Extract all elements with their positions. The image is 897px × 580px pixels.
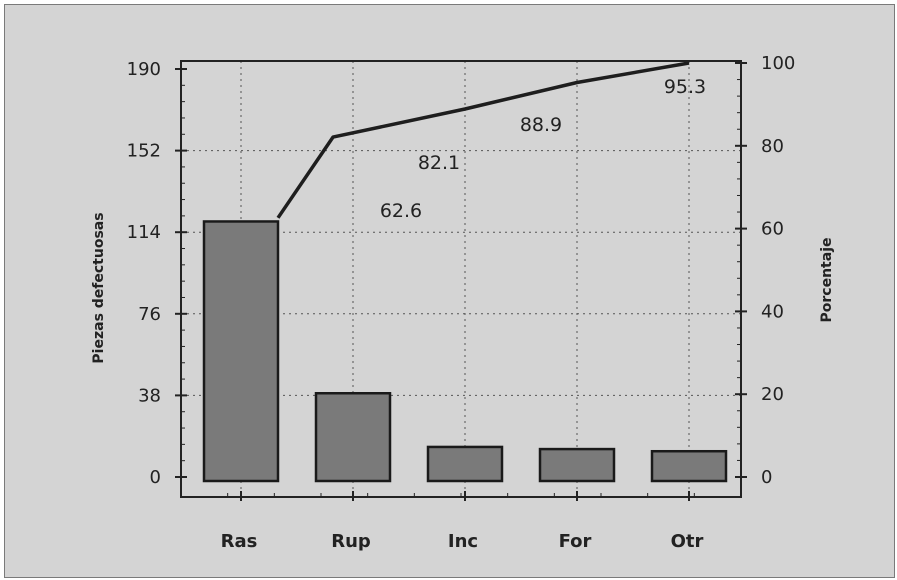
bar-rup xyxy=(314,392,392,483)
y2-tick-label: 80 xyxy=(761,136,784,157)
x-tick-label-inc: Inc xyxy=(448,531,478,552)
y-tick-label: 76 xyxy=(138,304,161,325)
pareto-chart-figure: 0 38 76 114 152 190 0 20 40 60 80 100 Ras Rup Inc For Ot… xyxy=(4,4,895,578)
axes xyxy=(175,60,747,501)
bar-for xyxy=(538,447,616,483)
cumulative-line-group xyxy=(276,61,690,219)
y-tick-label: 152 xyxy=(127,141,161,162)
y2-tick-label: 100 xyxy=(761,53,795,74)
x-tick-label-for: For xyxy=(559,531,592,552)
cumulative-label-3: 88.9 xyxy=(520,114,562,136)
bar-otr xyxy=(650,449,728,483)
cumulative-line xyxy=(276,61,690,219)
x-tick-label-rup: Rup xyxy=(331,531,371,552)
y2-tick-label: 40 xyxy=(761,301,784,322)
x-tick-label-otr: Otr xyxy=(671,531,704,552)
y-tick-label: 190 xyxy=(127,59,161,80)
x-tick-label-ras: Ras xyxy=(221,531,258,552)
bar-inc xyxy=(426,445,504,483)
bars xyxy=(202,220,728,483)
y-tick-label: 0 xyxy=(150,467,161,488)
pareto-chart: 0 38 76 114 152 190 0 20 40 60 80 100 Ras Rup Inc For Ot… xyxy=(91,53,835,552)
cumulative-label-1: 62.6 xyxy=(380,200,422,222)
y-tick-label: 114 xyxy=(127,222,161,243)
cumulative-label-4: 95.3 xyxy=(664,76,706,98)
y2-tick-label: 60 xyxy=(761,219,784,240)
y-tick-label: 38 xyxy=(138,385,161,406)
y-axis-title: Piezas defectuosas xyxy=(91,212,107,363)
secondary-y-axis-title: Porcentaje xyxy=(819,238,835,323)
y2-tick-label: 0 xyxy=(761,467,772,488)
y2-tick-label: 20 xyxy=(761,384,784,405)
labels: 0 38 76 114 152 190 0 20 40 60 80 100 Ras Rup Inc For Ot… xyxy=(127,53,796,552)
bar-ras xyxy=(202,220,280,483)
cumulative-label-2: 82.1 xyxy=(418,152,460,174)
